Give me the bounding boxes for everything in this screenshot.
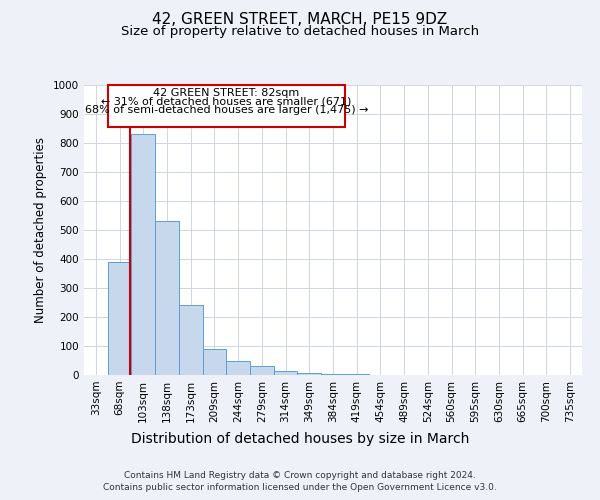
Text: 42 GREEN STREET: 82sqm: 42 GREEN STREET: 82sqm bbox=[153, 88, 299, 99]
Y-axis label: Number of detached properties: Number of detached properties bbox=[34, 137, 47, 323]
Bar bbox=[203, 349, 226, 375]
Bar bbox=[108, 262, 131, 375]
Bar bbox=[321, 374, 345, 375]
Bar bbox=[250, 366, 274, 375]
Text: Size of property relative to detached houses in March: Size of property relative to detached ho… bbox=[121, 25, 479, 38]
Text: Distribution of detached houses by size in March: Distribution of detached houses by size … bbox=[131, 432, 469, 446]
Bar bbox=[179, 306, 203, 375]
Bar bbox=[226, 360, 250, 375]
Bar bbox=[274, 370, 298, 375]
Bar bbox=[345, 374, 368, 375]
Text: 42, GREEN STREET, MARCH, PE15 9DZ: 42, GREEN STREET, MARCH, PE15 9DZ bbox=[152, 12, 448, 28]
Bar bbox=[155, 222, 179, 375]
Bar bbox=[131, 134, 155, 375]
FancyBboxPatch shape bbox=[108, 85, 345, 127]
Text: Contains public sector information licensed under the Open Government Licence v3: Contains public sector information licen… bbox=[103, 482, 497, 492]
Text: 68% of semi-detached houses are larger (1,475) →: 68% of semi-detached houses are larger (… bbox=[85, 104, 368, 115]
Text: ← 31% of detached houses are smaller (671): ← 31% of detached houses are smaller (67… bbox=[101, 96, 352, 106]
Text: Contains HM Land Registry data © Crown copyright and database right 2024.: Contains HM Land Registry data © Crown c… bbox=[124, 471, 476, 480]
Bar bbox=[298, 372, 321, 375]
